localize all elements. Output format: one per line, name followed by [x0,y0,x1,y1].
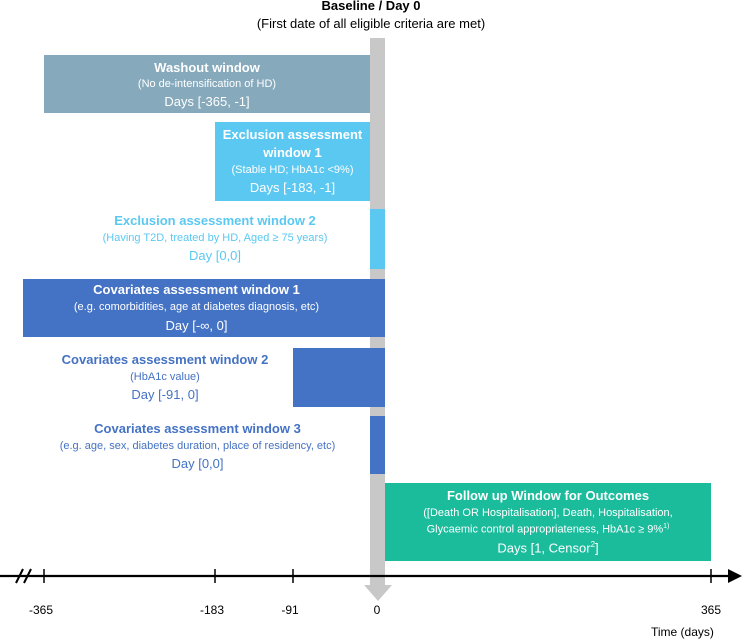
covariates-window-3-detail: (e.g. age, sex, diabetes duration, place… [59,440,336,452]
axis-break-mark-1 [15,568,24,584]
exclusion-window-2-detail: (Having T2D, treated by HD, Aged ≥ 75 ye… [102,232,328,244]
baseline-arrow-head [364,585,392,601]
exclusion-window-1-title-line2: window 1 [263,145,322,160]
followup-days-end: ] [595,540,599,556]
followup-days-text: Days [1, Censor [497,540,591,556]
tick-label-365: 365 [700,603,722,617]
washout-window-days: Days [-365, -1] [164,94,250,109]
followup-window-detail-line1: ([Death OR Hospitalisation], Death, Hosp… [423,507,673,519]
exclusion-window-2-days: Day [0,0] [188,248,242,263]
exclusion-window-1-box [215,122,370,201]
exclusion-window-1-detail: (Stable HD; HbA1c <9%) [231,164,354,176]
covariates-window-1-days: Day [-∞, 0] [165,318,228,333]
time-axis [0,568,742,584]
exclusion-window-2-title: Exclusion assessment window 2 [114,213,316,228]
covariates-window-3-title: Covariates assessment window 3 [94,421,301,436]
covariates-window-2-title: Covariates assessment window 2 [61,352,269,367]
tick-label-neg365: -365 [28,603,54,617]
washout-window-detail: (No de-intensification of HD) [137,78,277,90]
baseline-subtitle: (First date of all eligible criteria are… [256,16,486,31]
covariates-window-3-days: Day [0,0] [171,456,224,471]
exclusion-window-1-title-line1: Exclusion assessment [222,127,363,142]
followup-window-days: Days [1, Censor2] [385,540,711,555]
washout-window-box [44,55,370,113]
followup-window-title: Follow up Window for Outcomes [446,488,650,503]
followup-detail-line2-text: Glycaemic control appropriateness, HbA1c… [426,523,664,536]
followup-window-box [385,483,711,561]
washout-window-title: Washout window [154,60,260,75]
covariates-window-1-title: Covariates assessment window 1 [93,282,300,297]
exclusion-window-2-bar [370,209,385,269]
covariates-window-2-detail: (HbA1c value) [130,371,200,383]
tick-label-0: 0 [373,603,381,617]
axis-break-mark-2 [23,568,32,584]
tick-label-neg183: -183 [199,603,225,617]
followup-window-detail-line2: Glycaemic control appropriateness, HbA1c… [385,523,711,536]
followup-days-footnote: 2 [590,540,596,549]
covariates-window-1-detail: (e.g. comorbidities, age at diabetes dia… [73,301,320,313]
baseline-title: Baseline / Day 0 [321,0,421,13]
covariates-window-2-box [293,348,385,407]
axis-arrow-head [728,569,742,583]
axis-label: Time (days) [651,625,714,639]
covariates-window-2-days: Day [-91, 0] [131,387,199,402]
covariates-window-3-bar [370,416,385,474]
followup-detail-footnote: 1) [663,523,670,530]
exclusion-window-1-days: Days [-183, -1] [249,180,336,195]
covariates-window-1-box [23,279,385,337]
tick-label-neg91: -91 [281,603,299,617]
